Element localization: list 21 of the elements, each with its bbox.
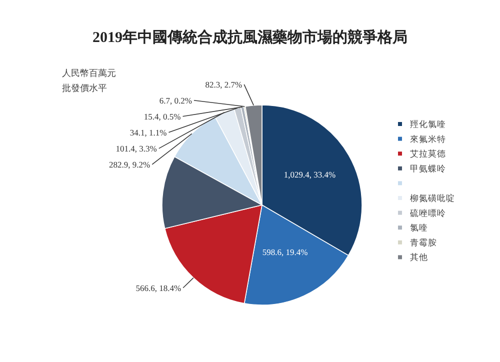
legend-label: 甲氨蝶呤 — [410, 163, 446, 174]
data-label: 82.3, 2.7% — [205, 79, 242, 90]
text: 人民幣百萬元 — [62, 68, 116, 78]
data-label: 34.1, 1.1% — [130, 127, 167, 138]
data-label: 282.9, 9.2% — [109, 159, 150, 170]
chart-title: 2019年中國傳統合成抗風濕藥物市場的競爭格局 — [92, 28, 408, 46]
legend-label: 柳氮磺吡啶 — [410, 193, 455, 203]
data-label: 6.7, 0.2% — [159, 95, 192, 106]
legend-label: 氯喹 — [410, 222, 428, 233]
legend-label: 羥化氯喹 — [410, 119, 446, 129]
legend-label: 青霉胺 — [410, 237, 437, 248]
data-label: 15.4, 0.5% — [144, 111, 181, 122]
legend-label: 硫唑嘌呤 — [410, 208, 446, 218]
data-label: 1,029.4, 33.4% — [284, 170, 336, 180]
data-label: 598.6, 19.4% — [262, 246, 308, 257]
legend-label: 其他 — [410, 252, 428, 262]
data-label: 566.6, 18.4% — [136, 282, 182, 293]
legend-label: 來氟米特 — [410, 134, 446, 144]
text: 批發價水平 — [62, 83, 107, 93]
data-label: 101.4, 3.3% — [116, 143, 157, 154]
legend-label: 艾拉莫德 — [410, 148, 446, 159]
